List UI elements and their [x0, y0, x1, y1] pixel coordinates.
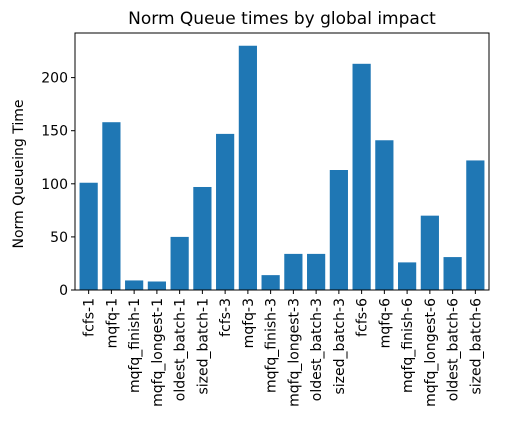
bar-mqfq-3 [238, 45, 257, 290]
bar-mqfq_longest-6 [420, 215, 439, 290]
bar-sized_batch-1 [193, 186, 212, 290]
y-tick-label: 0 [59, 283, 68, 299]
bar-mqfq_longest-3 [284, 253, 303, 290]
y-axis-label: Norm Queueing Time [11, 100, 27, 249]
x-tick-label-sized_batch-6: sized_batch-6 [468, 298, 484, 395]
x-tick-label-oldest_batch-1: oldest_batch-1 [173, 298, 189, 401]
bar-fcfs-1 [79, 182, 98, 290]
x-ticks-group: fcfs-1 mqfq-1 mqfq_finish-1 mqfq_longest-1 o… [82, 290, 484, 407]
x-tick-label-sized_batch-3: sized_batch-3 [332, 298, 348, 395]
x-tick-label-oldest_batch-6: oldest_batch-6 [446, 298, 462, 401]
y-ticks-group: 0 50 100 150 200 [41, 71, 75, 299]
y-tick-label: 50 [50, 230, 68, 246]
bar-mqfq_finish-3 [261, 275, 280, 290]
x-tick-label-mqfq-3: mqfq-3 [241, 298, 257, 348]
x-tick-label-fcfs-1: fcfs-1 [82, 298, 98, 337]
plot-frame [74, 32, 490, 291]
y-tick-label: 200 [41, 71, 68, 87]
x-tick-label-mqfq-1: mqfq-1 [104, 298, 120, 348]
x-tick-label-fcfs-6: fcfs-6 [355, 298, 371, 337]
y-tick-label: 150 [41, 124, 68, 140]
bar-sized_batch-6 [466, 160, 485, 290]
x-tick-label-mqfq_finish-6: mqfq_finish-6 [400, 298, 416, 393]
x-tick-label-mqfq_longest-6: mqfq_longest-6 [423, 298, 439, 407]
bar-fcfs-3 [216, 133, 235, 290]
bar-oldest_batch-1 [170, 236, 189, 290]
bars-group [79, 45, 485, 291]
x-tick-label-mqfq_finish-1: mqfq_finish-1 [127, 298, 143, 393]
chart-title: Norm Queue times by global impact [128, 9, 436, 29]
x-tick-label-mqfq-6: mqfq-6 [377, 298, 393, 348]
bar-oldest_batch-3 [307, 253, 326, 290]
y-tick-label: 100 [41, 177, 68, 193]
x-tick-label-mqfq_finish-3: mqfq_finish-3 [264, 298, 280, 393]
x-tick-label-oldest_batch-3: oldest_batch-3 [309, 298, 325, 401]
bar-sized_batch-3 [329, 170, 348, 290]
x-tick-label-mqfq_longest-1: mqfq_longest-1 [150, 298, 166, 407]
x-tick-label-fcfs-3: fcfs-3 [218, 298, 234, 337]
bar-mqfq_finish-1 [125, 280, 144, 290]
bar-fcfs-6 [352, 63, 371, 290]
bar-mqfq_longest-1 [147, 281, 166, 290]
bar-oldest_batch-6 [443, 257, 462, 290]
bar-mqfq-1 [102, 122, 121, 291]
bar-mqfq-6 [375, 140, 394, 290]
bar-mqfq_finish-6 [398, 262, 417, 290]
x-tick-label-sized_batch-1: sized_batch-1 [195, 298, 211, 395]
x-tick-label-mqfq_longest-3: mqfq_longest-3 [286, 298, 302, 407]
